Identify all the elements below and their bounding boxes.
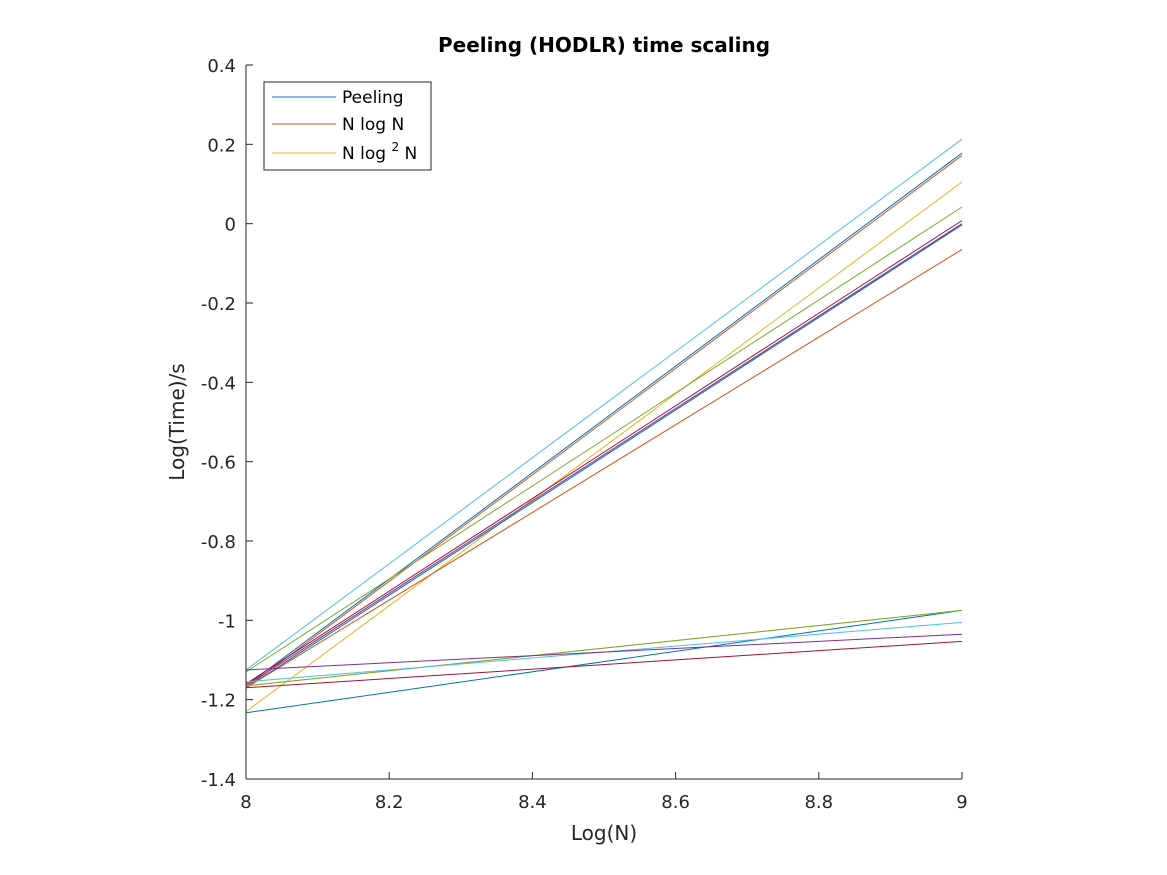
series-line-5	[245, 206, 963, 673]
legend-label-peeling: Peeling	[342, 88, 404, 108]
y-tick-label-5: -0.4	[201, 373, 236, 394]
y-tick-label-9: -1.2	[201, 691, 236, 712]
x-ticks: 8 8.2 8.4 8.6 8.8 9	[240, 772, 968, 813]
series-line-10	[245, 609, 963, 714]
legend-label-n-log2-n-tail: N	[405, 144, 418, 164]
series-line-7	[245, 223, 963, 687]
y-tick-label-6: -0.6	[201, 453, 236, 474]
legend-label-n-log2-n: N log 2 N	[342, 136, 417, 164]
legend-entry-n-log-n: N log N	[272, 115, 404, 135]
y-tick-label-2: 0.2	[207, 135, 236, 156]
y-axis-label: Log(Time)/s	[165, 363, 189, 480]
x-axis-label: Log(N)	[571, 821, 637, 845]
legend-label-n-log2-n-base: N log	[342, 144, 386, 164]
legend-entry-peeling: Peeling	[272, 88, 404, 108]
series-line-6	[245, 220, 963, 685]
y-tick-label-7: -0.8	[201, 532, 236, 553]
x-tick-label-4: 8.6	[661, 792, 690, 813]
series-line-2	[245, 152, 963, 687]
y-tick-label-4: -0.2	[201, 294, 236, 315]
x-tick-label-6: 9	[956, 792, 967, 813]
y-tick-label-8: -1	[218, 611, 236, 632]
series-line-4	[245, 181, 963, 712]
series-line-14	[245, 633, 963, 671]
series-group	[245, 138, 963, 714]
series-line-12	[245, 609, 963, 687]
series-line-15	[245, 640, 963, 689]
series-line-1	[245, 138, 963, 671]
y-tick-label-1: 0.4	[207, 56, 236, 77]
x-tick-label-5: 8.8	[804, 792, 833, 813]
y-tick-label-3: 0	[225, 215, 236, 236]
x-tick-label-2: 8.2	[375, 792, 404, 813]
legend: Peeling N log N N log 2 N	[263, 81, 432, 171]
legend-label-n-log-n: N log N	[342, 115, 404, 135]
series-line-9	[245, 249, 963, 689]
axes	[245, 65, 962, 780]
chart-title: Peeling (HODLR) time scaling	[438, 33, 770, 57]
legend-entry-n-log2-n: N log 2 N	[272, 136, 417, 164]
x-tick-label-1: 8	[240, 792, 251, 813]
series-line-3	[245, 155, 963, 689]
y-ticks: 0.4 0.2 0 -0.2 -0.4 -0.6 -0.8 -1 -1.2 -1.4	[201, 56, 253, 791]
x-tick-label-3: 8.4	[518, 792, 547, 813]
legend-label-n-log2-n-exponent: 2	[391, 140, 399, 154]
y-tick-label-10: -1.4	[201, 770, 236, 791]
series-line-8	[245, 224, 963, 689]
